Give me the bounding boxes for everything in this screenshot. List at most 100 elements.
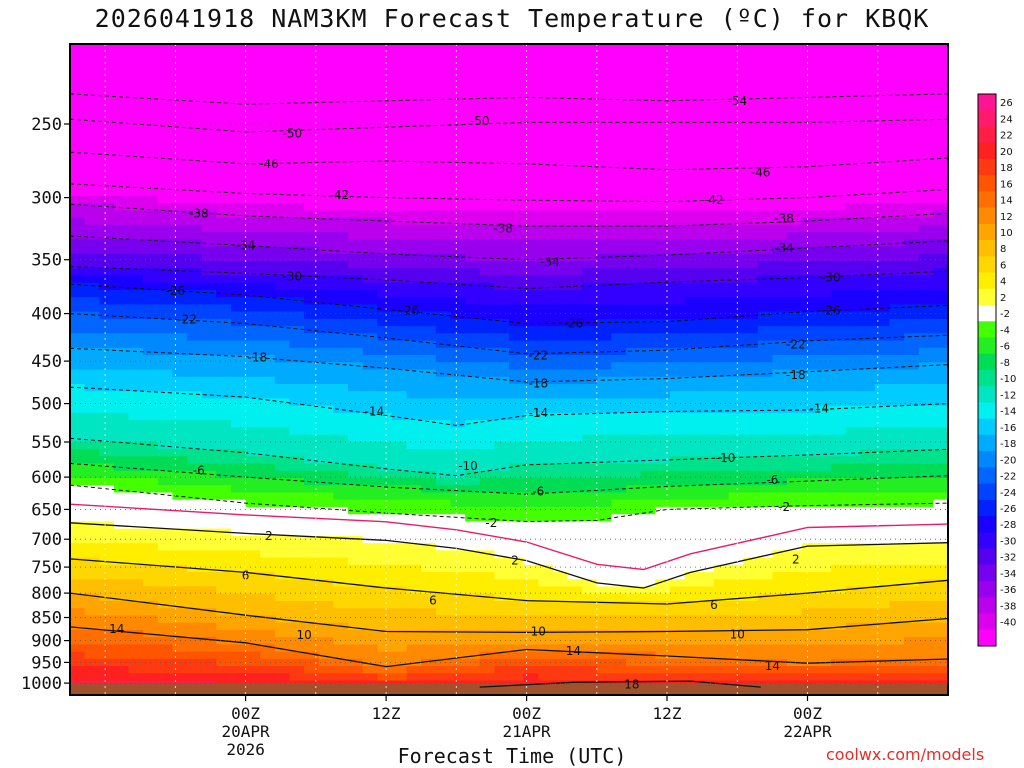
colorbar-swatch (978, 418, 996, 436)
colorbar-frame (977, 93, 997, 647)
contour-label: -6 (193, 463, 205, 477)
colorbar-swatch (978, 110, 996, 127)
contour-line (70, 151, 948, 171)
contour-label: 6 (429, 594, 437, 608)
y-tick-label: 900 (31, 632, 62, 652)
contour-line (70, 484, 948, 523)
colorbar-label: -6 (1000, 342, 1010, 353)
colorbar-swatch (978, 597, 996, 614)
contour-label: -42 (704, 193, 724, 207)
colorbar-label: 8 (1000, 244, 1006, 255)
plot-area (70, 44, 948, 695)
contour-label: -42 (329, 188, 349, 202)
contour-label: -34 (236, 239, 256, 253)
plot-frame (69, 43, 949, 696)
contour-label: 14 (765, 659, 780, 673)
colorbar-label: 2 (1000, 293, 1006, 304)
x-tick-label: 00Z (231, 704, 260, 723)
watermark: coolwx.com/models (826, 745, 985, 764)
contour-label: -54 (727, 94, 747, 108)
colorbar-label: -2 (1000, 309, 1010, 320)
colorbar-swatch (978, 191, 996, 209)
colorbar-swatch (978, 467, 996, 485)
ground-strip (70, 683, 948, 695)
contour-line (70, 283, 948, 325)
contour-label: -34 (774, 241, 794, 255)
colorbar-label: 10 (1000, 228, 1013, 239)
contour-label: -14 (809, 401, 829, 415)
colorbar-label: -24 (1000, 488, 1016, 499)
contour-label: -22 (528, 349, 548, 363)
colorbar-label: -30 (1000, 537, 1016, 548)
colorbar-swatch (978, 581, 996, 598)
contour-line (479, 680, 761, 688)
grid-layer (70, 44, 949, 695)
y-tick-label: 250 (31, 115, 62, 135)
contour-label: -50 (283, 127, 303, 141)
colorbar-label: 4 (1000, 277, 1006, 288)
contour-label: -10 (458, 459, 478, 473)
contour-label: 18 (624, 678, 639, 692)
contour-label: 10 (531, 625, 546, 639)
contour-label: -22 (177, 313, 197, 327)
colorbar-label: -28 (1000, 520, 1016, 531)
contour-label: -22 (786, 338, 806, 352)
contour-label: 14 (566, 644, 581, 658)
colorbar-label: -36 (1000, 585, 1016, 596)
contour-line (70, 386, 948, 427)
colorbar-swatch (978, 516, 996, 533)
colorbar-swatch (978, 370, 996, 387)
colorbar-label: 24 (1000, 114, 1013, 125)
contour-label: -10 (716, 451, 736, 465)
colorbar-swatch (978, 532, 996, 550)
contour-label: -14 (365, 405, 385, 419)
x-tick-label: 12Z (653, 704, 682, 723)
colorbar-label: -32 (1000, 553, 1016, 564)
colorbar-swatch (978, 142, 996, 160)
y-tick-label: 400 (31, 305, 62, 325)
contour-label: 2 (265, 529, 273, 543)
contour-label: -34 (540, 255, 560, 269)
colorbar-swatch (978, 386, 996, 403)
colorbar-swatch (978, 288, 996, 306)
colorbar-label: -4 (1000, 325, 1010, 336)
y-tick-label: 450 (31, 352, 62, 372)
colorbar-swatch (978, 451, 996, 468)
colorbar-label: 12 (1000, 212, 1013, 223)
colorbar-label: -14 (1000, 407, 1016, 418)
x-tick-label: 12Z (372, 704, 401, 723)
colorbar-label: 26 (1000, 98, 1013, 109)
y-tick-label: 950 (31, 653, 62, 673)
colorbar-label: -18 (1000, 439, 1016, 450)
colorbar-label: -16 (1000, 423, 1016, 434)
colorbar-label: -10 (1000, 374, 1016, 385)
contour-label: -26 (821, 304, 841, 318)
colorbar-label: -34 (1000, 569, 1016, 580)
contour-label: 10 (296, 628, 311, 642)
colorbar-label: 20 (1000, 147, 1013, 158)
contour-label: -46 (751, 166, 771, 180)
colorbar-label: -8 (1000, 358, 1010, 369)
contour-label: -30 (283, 270, 303, 284)
y-tick-label: 300 (31, 189, 62, 209)
contour-label: -46 (259, 157, 279, 171)
colorbar-label: -20 (1000, 455, 1016, 466)
temperature-field (70, 44, 948, 695)
contour-label: -26 (400, 304, 420, 318)
contour-label: 2 (511, 554, 519, 568)
colorbar-label: -38 (1000, 601, 1016, 612)
contour-label: -50 (470, 114, 490, 128)
contour-label: -2 (778, 500, 790, 514)
colorbar-swatch (978, 94, 996, 111)
colorbar-swatch (978, 483, 996, 501)
x-tick-label: 22APR (783, 722, 832, 741)
y-tick-label: 750 (31, 558, 62, 578)
colorbar-swatch (978, 629, 996, 647)
contour-label: 14 (109, 622, 124, 636)
contour-label: -2 (485, 516, 497, 530)
y-tick-label: 550 (31, 433, 62, 453)
x-tick-label: 21APR (503, 722, 552, 741)
contour-label: -18 (528, 377, 548, 391)
colorbar-label: -12 (1000, 390, 1016, 401)
